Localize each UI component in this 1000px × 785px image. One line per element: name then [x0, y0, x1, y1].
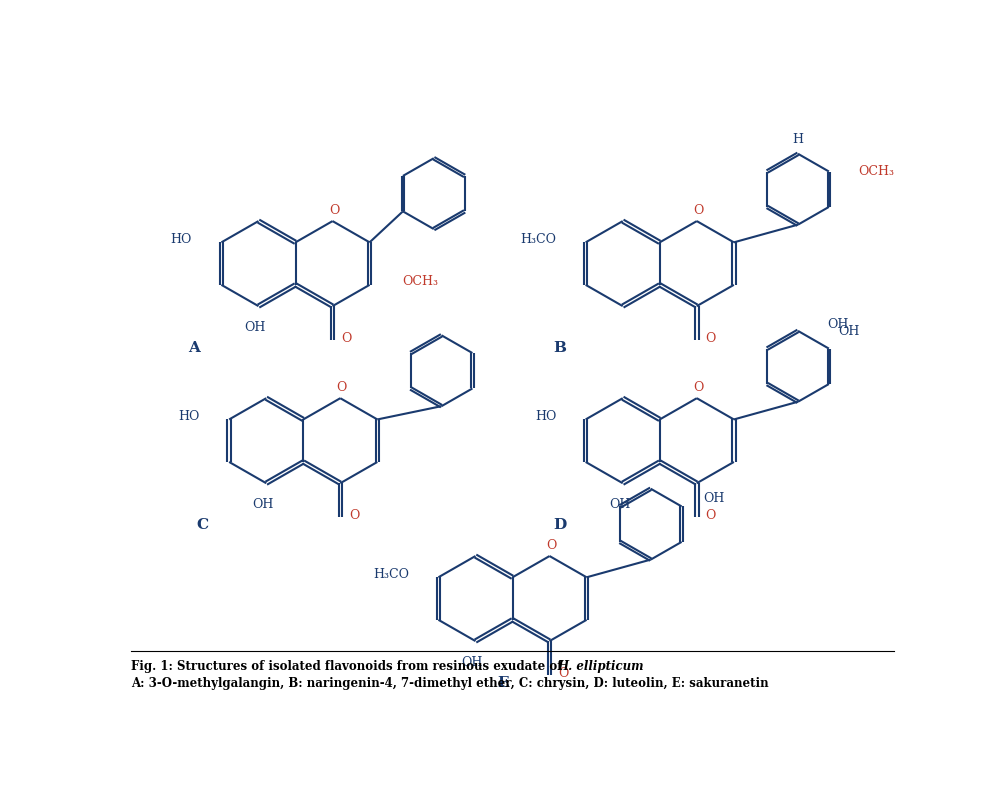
Text: OH: OH: [703, 492, 725, 506]
Text: Fig. 1: Structures of isolated flavonoids from resinous exudate of: Fig. 1: Structures of isolated flavonoid…: [131, 660, 567, 674]
Text: H: H: [793, 133, 804, 147]
Text: OH: OH: [838, 325, 860, 338]
Text: OH: OH: [252, 498, 274, 511]
Text: O: O: [693, 204, 704, 217]
Text: OCH₃: OCH₃: [858, 165, 894, 178]
Text: A: 3-O-methylgalangin, B: naringenin-4, 7-dimethyl ether, C: chrysin, D: luteoli: A: 3-O-methylgalangin, B: naringenin-4, …: [131, 677, 769, 690]
Text: OH: OH: [827, 318, 849, 331]
Text: OCH₃: OCH₃: [402, 276, 438, 288]
Text: E: E: [498, 676, 509, 690]
Text: A: A: [189, 341, 200, 355]
Text: O: O: [349, 509, 359, 522]
Text: C: C: [196, 518, 208, 531]
Text: OH: OH: [462, 656, 483, 669]
Text: HO: HO: [178, 410, 200, 423]
Text: B: B: [553, 341, 566, 355]
Text: O: O: [341, 332, 352, 345]
Text: HO: HO: [535, 410, 556, 423]
Text: O: O: [706, 332, 716, 345]
Text: O: O: [546, 539, 556, 552]
Text: HO: HO: [171, 233, 192, 246]
Text: H. ellipticum: H. ellipticum: [557, 660, 643, 674]
Text: OH: OH: [245, 321, 266, 334]
Text: O: O: [706, 509, 716, 522]
Text: OH: OH: [609, 498, 630, 511]
Text: O: O: [337, 381, 347, 394]
Text: H₃CO: H₃CO: [373, 568, 409, 581]
Text: O: O: [558, 666, 569, 680]
Text: H₃CO: H₃CO: [520, 233, 556, 246]
Text: O: O: [693, 381, 704, 394]
Text: O: O: [329, 204, 339, 217]
Text: D: D: [553, 518, 566, 531]
